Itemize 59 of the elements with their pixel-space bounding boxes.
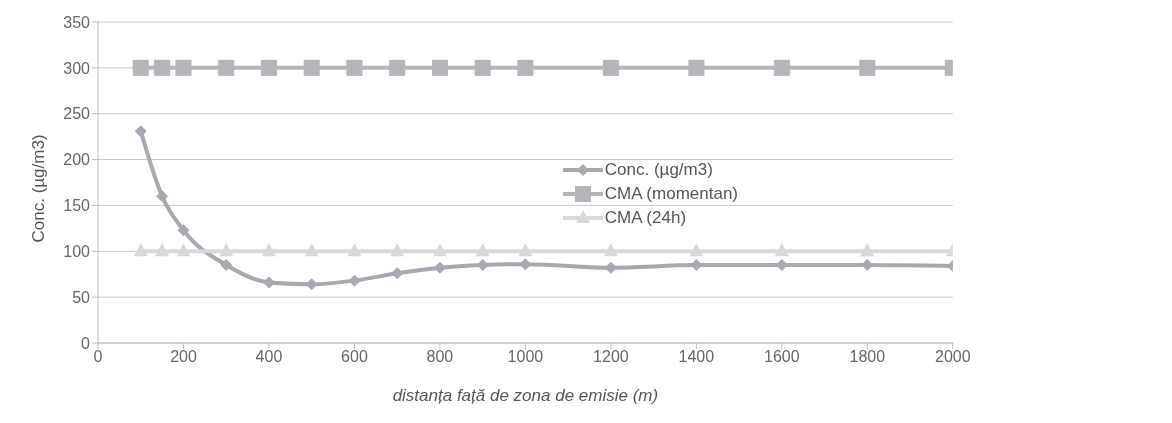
point — [475, 243, 490, 257]
point — [303, 59, 320, 76]
point — [155, 243, 170, 257]
point — [262, 276, 275, 289]
x-axis-title: distanța față de zona de emisie (m) — [392, 386, 659, 405]
point — [133, 243, 148, 257]
point — [347, 243, 362, 257]
y-tick-label: 100 — [63, 242, 91, 260]
x-tick-label: 1400 — [678, 348, 715, 366]
x-tick-label: 2000 — [935, 348, 971, 366]
point — [156, 190, 169, 203]
point — [260, 59, 277, 76]
point — [474, 59, 491, 76]
legend-label: CMA (momentan) — [604, 184, 738, 204]
y-axis-title: Conc. (µg/m3) — [29, 134, 49, 243]
x-tick-label: 1000 — [507, 348, 544, 366]
x-tick-label: 1800 — [849, 348, 886, 366]
point — [432, 243, 447, 257]
point — [689, 243, 704, 257]
y-tick-label: 50 — [72, 288, 91, 306]
point — [346, 59, 363, 76]
y-tick-label: 0 — [81, 334, 91, 352]
point — [860, 243, 875, 257]
point — [220, 259, 233, 272]
point — [134, 125, 147, 138]
point — [602, 59, 619, 76]
y-tick-label: 250 — [63, 105, 91, 123]
x-tick-label: 600 — [341, 348, 368, 366]
point — [154, 59, 171, 76]
point — [389, 59, 406, 76]
y-tick-label: 200 — [63, 151, 91, 169]
y-tick-label: 350 — [63, 13, 91, 31]
point — [175, 59, 192, 76]
legend-label: CMA (24h) — [604, 208, 687, 228]
point — [431, 59, 448, 76]
point — [390, 243, 405, 257]
y-tick-label: 300 — [63, 59, 91, 77]
legend-label: Conc. (µg/m3) — [604, 160, 713, 180]
y-tick-label: 150 — [63, 197, 91, 215]
point — [859, 59, 876, 76]
x-tick-label: 800 — [426, 348, 454, 366]
point — [603, 243, 618, 257]
point — [177, 224, 190, 237]
x-tick-label: 1200 — [593, 348, 629, 366]
point — [773, 59, 790, 76]
point — [774, 243, 789, 257]
x-tick-label: 400 — [255, 348, 283, 366]
x-tick-label: 0 — [93, 348, 103, 366]
point — [219, 243, 234, 257]
point — [688, 59, 705, 76]
point — [176, 243, 191, 257]
x-tick-label: 1600 — [764, 348, 800, 366]
point — [218, 59, 235, 76]
point — [132, 59, 149, 76]
x-tick-label: 200 — [170, 348, 197, 366]
point — [304, 243, 319, 257]
point — [261, 243, 276, 257]
point — [518, 243, 533, 257]
point — [517, 59, 534, 76]
